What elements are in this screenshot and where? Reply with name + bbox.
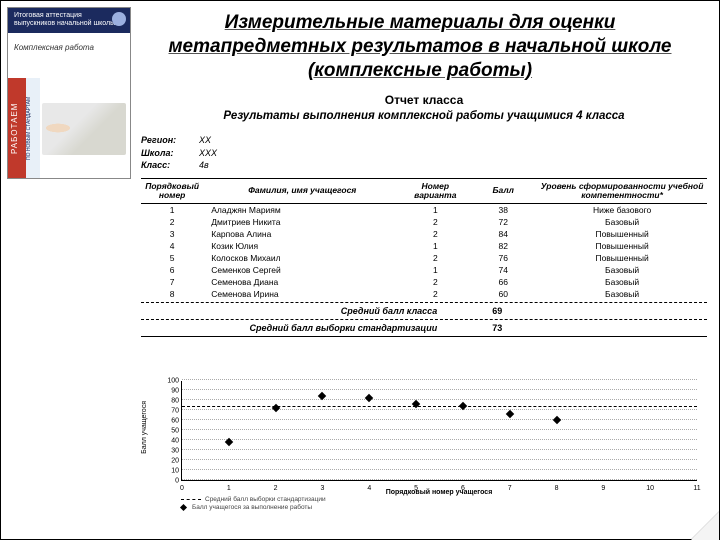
col-num: Порядковый номер [141, 178, 203, 204]
chart-ylabel: Балл учащегося [141, 401, 148, 454]
summary-avg-std: Средний балл выборки стандартизации 73 [141, 320, 707, 337]
col-level: Уровень сформированности учебной компете… [537, 178, 707, 204]
meta-region: XX [199, 134, 211, 147]
legend-point-label: Балл учащегося за выполнение работы [192, 504, 312, 511]
book-side-label: РАБОТАЕМ [8, 78, 26, 178]
table-row: 8Семенова Ирина260Базовый [141, 288, 707, 302]
book-logo-icon [112, 12, 126, 26]
book-sub-label: ПО НОВЫМ СТАНДАРТАМ [26, 78, 40, 178]
report-title: Отчет класса [141, 93, 707, 107]
table-row: 4Козик Юлия182Повышенный [141, 240, 707, 252]
report-subtitle: Результаты выполнения комплексной работы… [141, 109, 707, 124]
col-variant: Номер варианта [401, 178, 469, 204]
avg-class-label: Средний балл класса [141, 306, 457, 316]
avg-class-val: 69 [457, 306, 537, 316]
meta-school-label: Школа: [141, 147, 199, 160]
meta-class: 4в [199, 159, 209, 172]
summary-avg-class: Средний балл класса 69 [141, 302, 707, 320]
avg-std-label: Средний балл выборки стандартизации [141, 323, 457, 333]
legend-line-label: Средний балл выборки стандартизации [205, 496, 326, 503]
results-table: Порядковый номер Фамилия, имя учащегося … [141, 178, 707, 303]
table-row: 6Семенков Сергей174Базовый [141, 264, 707, 276]
hand-icon [46, 118, 86, 138]
meta-region-label: Регион: [141, 134, 199, 147]
avg-std-val: 73 [457, 323, 537, 333]
table-row: 1Аладжян Мариям138Ниже базового [141, 204, 707, 217]
legend-point-icon [180, 504, 187, 511]
chart-legend: Средний балл выборки стандартизации Балл… [181, 496, 326, 512]
slide-title: Измерительные материалы для оценки метап… [141, 11, 699, 82]
legend-line-icon [181, 499, 201, 500]
table-header-row: Порядковый номер Фамилия, имя учащегося … [141, 178, 707, 204]
table-row: 7Семенова Диана266Базовый [141, 276, 707, 288]
table-row: 5Колосков Михаил276Повышенный [141, 252, 707, 264]
chart-xlabel: Порядковый номер учащегося [181, 489, 697, 496]
book-cover: Итоговая аттестация выпускников начально… [7, 7, 131, 179]
meta-class-label: Класс: [141, 159, 199, 172]
col-score: Балл [469, 178, 537, 204]
chart-plot-area: 01234567891011 [181, 381, 697, 481]
col-name: Фамилия, имя учащегося [203, 178, 401, 204]
report-block: Отчет класса Результаты выполнения компл… [141, 93, 707, 337]
meta-block: Регион:XX Школа:XXX Класс:4в [141, 134, 707, 172]
book-subtitle: Комплексная работа [14, 43, 124, 52]
table-row: 2Дмитриев Никита272Базовый [141, 216, 707, 228]
table-row: 3Карпова Алина284Повышенный [141, 228, 707, 240]
meta-school: XXX [199, 147, 217, 160]
score-chart: Балл учащегося 01234567891011 Порядковый… [141, 381, 707, 506]
page-corner-fold-icon [691, 511, 719, 539]
